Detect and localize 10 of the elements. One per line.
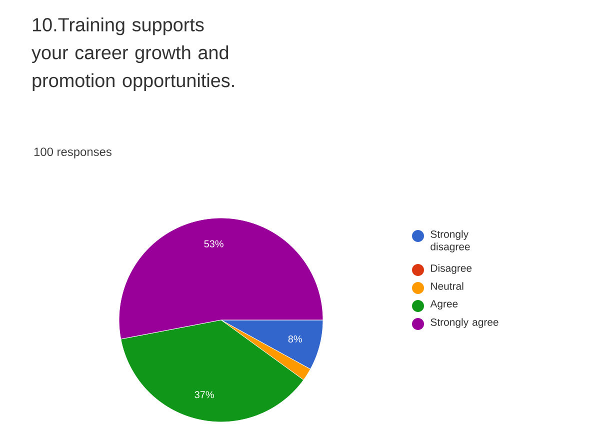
- data-label: 37%: [194, 391, 214, 398]
- data-label: 8%: [288, 335, 302, 343]
- legend-label: Strongly disagree: [430, 230, 470, 252]
- chart-title: 10.Training supports your career growth and promotion opportunities.: [32, 18, 234, 91]
- legend-label: Strongly agree: [430, 318, 498, 328]
- legend-label: Agree: [430, 300, 458, 310]
- legend-label: Disagree: [431, 264, 472, 274]
- data-label: 53%: [204, 240, 224, 248]
- chart-subtitle: 100 responses: [34, 148, 112, 158]
- legend-label: Neutral: [431, 282, 464, 290]
